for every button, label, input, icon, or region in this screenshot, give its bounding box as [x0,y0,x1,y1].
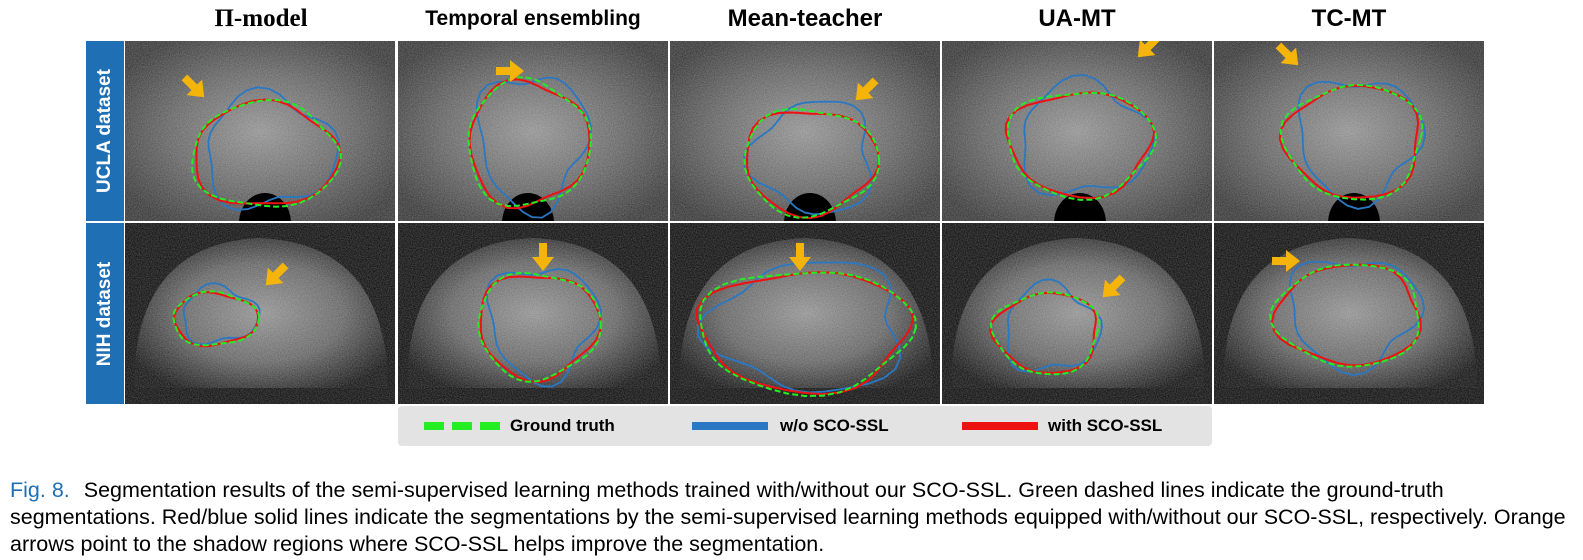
mri-image [942,223,1212,404]
panel-nih-mean-teacher [670,223,940,404]
mri-image [398,41,668,221]
figure-number: Fig. 8. [10,478,70,502]
arrow-icon [532,243,554,271]
row-label-nih: NIH dataset [86,223,124,404]
panel-nih-temporal-ensembling [398,223,668,404]
caption-text: Segmentation results of the semi-supervi… [10,478,1566,556]
mri-image [398,223,668,404]
column-title-temporal-ensembling: Temporal ensembling [425,7,641,30]
without-swatch-icon [692,422,768,430]
arrow-icon [855,77,879,101]
mri-image [1214,41,1484,221]
figure-caption: Fig. 8. Segmentation results of the semi-… [10,477,1575,558]
panel-nih-ua-mt [942,223,1212,404]
arrow-icon [181,74,205,98]
column-title-mean-teacher: Mean-teacher [727,5,883,32]
panel-nih-pi-model [125,223,395,404]
legend-without-label: w/o SCO-SSL [780,416,889,435]
arrow-icon [496,60,524,82]
panel-ucla-tc-mt [1214,41,1484,221]
mri-image [670,223,940,404]
panel-ucla-mean-teacher [670,41,940,221]
column-title-tc-mt: TC-MT [1311,5,1387,32]
row-label-ucla-text: UCLA dataset [94,69,115,193]
legend-ground-truth: Ground truth [422,406,622,446]
mri-image [1214,223,1484,404]
legend: Ground truth w/o SCO-SSL with SCO-SSL [398,406,1212,446]
mri-image [125,223,395,404]
row-label-nih-text: NIH dataset [94,261,115,366]
mri-image [670,41,940,221]
arrow-icon [1272,250,1300,272]
arrow-icon [1275,42,1299,66]
with-swatch-icon [962,422,1038,430]
arrow-icon [265,262,289,286]
legend-with: with SCO-SSL [960,406,1200,446]
column-title-ua-mt: UA-MT [1038,5,1116,32]
arrow-icon [789,243,811,271]
panel-ucla-temporal-ensembling [398,41,668,221]
arrow-icon [1137,41,1161,58]
mri-image [942,41,1212,221]
mri-image [125,41,395,221]
row-label-ucla: UCLA dataset [86,41,124,221]
panel-ucla-pi-model [125,41,395,221]
panel-nih-tc-mt [1214,223,1484,404]
legend-ground-truth-label: Ground truth [510,416,615,435]
legend-with-label: with SCO-SSL [1048,416,1163,435]
arrow-icon [1102,274,1126,298]
panel-ucla-ua-mt [942,41,1212,221]
legend-without: w/o SCO-SSL [690,406,930,446]
column-title-pi-model: Π-model [214,5,308,32]
ground-truth-swatch-icon [424,422,500,430]
